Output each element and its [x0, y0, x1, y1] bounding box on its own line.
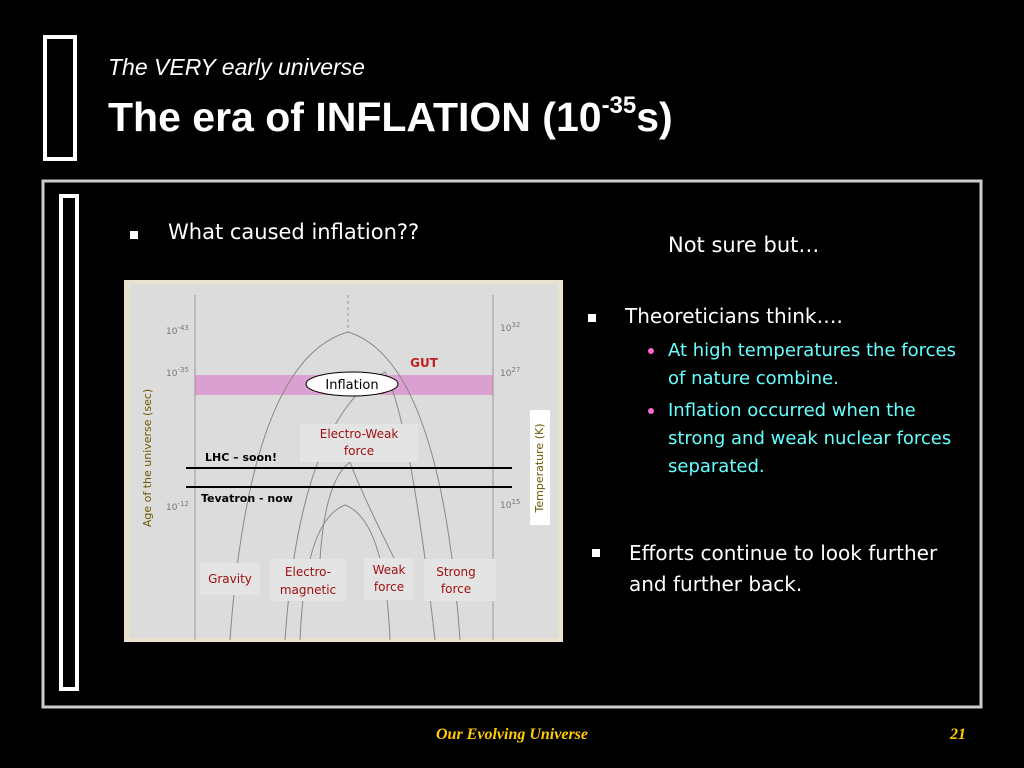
bullet-marker: [588, 314, 596, 322]
tick-label: 1015: [500, 498, 520, 511]
bracket: [59, 194, 79, 691]
footer-title: Our Evolving Universe: [436, 726, 588, 743]
force-label: force: [441, 582, 471, 596]
force-label: force: [374, 580, 404, 594]
label-box: [300, 424, 418, 462]
force-label: magnetic: [280, 583, 336, 597]
force-label: Weak: [373, 563, 406, 577]
title-suffix: s): [636, 94, 673, 140]
tick-label: 1027: [500, 366, 520, 379]
label-box: [530, 410, 550, 525]
inflation-oval: [305, 371, 399, 397]
label-box: [200, 563, 260, 595]
gut-label: GUT: [410, 356, 439, 370]
title-text: The era of INFLATION (10: [108, 94, 602, 140]
label-box: [364, 558, 414, 600]
force-label: Gravity: [208, 572, 252, 586]
bullet: What caused inflation??: [168, 220, 420, 244]
tick-label: 10-43: [166, 324, 189, 337]
curve: [229, 331, 461, 641]
force-label: Electro-Weak: [320, 427, 399, 441]
subtitle: The VERY early universe: [108, 54, 365, 80]
title: The era of INFLATION (10-35s): [108, 92, 673, 141]
force-label: Electro-: [285, 565, 331, 579]
bullet: Theoreticians think….: [625, 304, 843, 328]
bracket: [43, 35, 77, 161]
inflation-label: Inflation: [325, 378, 378, 393]
label-box: [270, 559, 346, 601]
tick-label: 10-12: [166, 500, 189, 513]
figure: 10-43 10-35 10-12 1032 1027 1015 Age of …: [124, 280, 563, 642]
tick-label: 10-35: [166, 366, 189, 379]
page-number: 21: [950, 726, 966, 743]
label-box: [424, 559, 496, 601]
bullet: Efforts continue to look further and fur…: [629, 541, 938, 596]
sub-bullet-marker: [648, 408, 654, 414]
force-label: force: [344, 444, 374, 458]
intro: Not sure but…: [668, 233, 820, 257]
axis-label: Temperature (K): [533, 424, 546, 514]
sub-bullet: At high temperatures the forces of natur…: [668, 340, 956, 389]
sub-bullet-marker: [648, 348, 654, 354]
tick-label: 1032: [500, 321, 520, 334]
bullet-marker: [592, 549, 600, 557]
curve: [284, 371, 436, 641]
lhc-label: LHC – soon!: [205, 451, 277, 464]
tevatron-label: Tevatron - now: [201, 492, 293, 505]
sub-bullet: Inflation occurred when the strong and w…: [668, 400, 952, 477]
force-label: Strong: [436, 565, 476, 579]
title-superscript: -35: [601, 92, 637, 119]
axis-label: Age of the universe (sec): [141, 389, 154, 527]
content-frame: [41, 179, 983, 709]
bullet-marker: [130, 231, 138, 239]
